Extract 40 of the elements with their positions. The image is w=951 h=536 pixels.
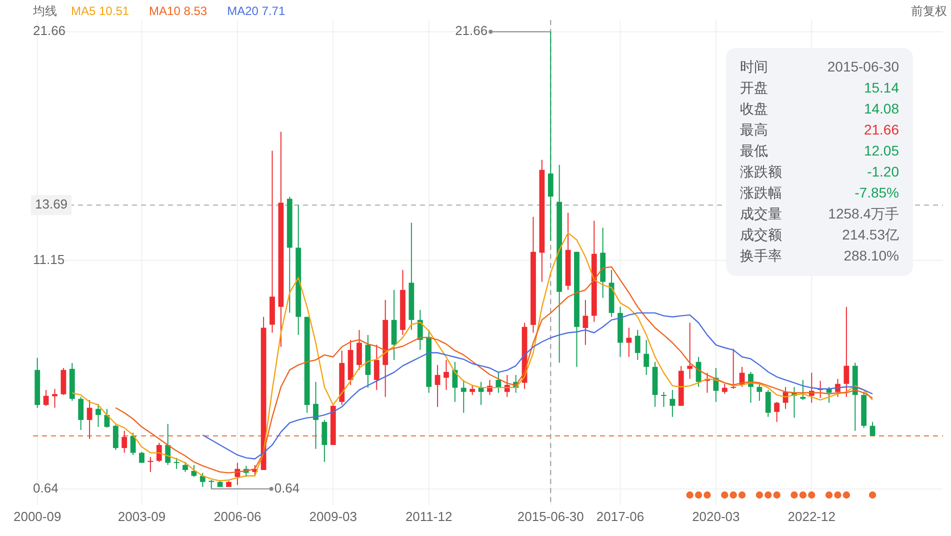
annotation: 收盘 (740, 100, 768, 117)
annotation: 2015-06-30 (827, 58, 900, 75)
annotation: 时间 (740, 58, 768, 75)
legend-title: 均线 (32, 4, 57, 18)
annotation: 15.14 (864, 80, 900, 96)
annotation: 开盘 (740, 80, 768, 96)
annotation: 12.05 (864, 142, 900, 159)
text: MA10 8.53 (149, 4, 208, 18)
y-tick-label: 0.64 (33, 480, 58, 496)
annotation: 14.08 (864, 100, 900, 117)
x-tick-label: 2020-03 (692, 509, 740, 524)
annotation: 214.53亿 (842, 226, 899, 243)
x-tick-label: 2003-09 (118, 509, 166, 524)
x-tick-label: 2000-09 (13, 509, 62, 524)
y-tick-label: 11.15 (33, 252, 65, 267)
y-tick-label: 21.66 (33, 23, 66, 38)
annotation: 最高 (740, 122, 768, 138)
x-tick-label: 2015-06-30 (517, 509, 584, 524)
annotation: 最低 (740, 142, 768, 159)
text: MA20 7.71 (227, 4, 286, 18)
annotation: 成交量 (740, 206, 782, 222)
annotation: 涨跌幅 (740, 184, 782, 201)
annotation: 0.64 (274, 480, 300, 496)
x-tick-label: 2006-06 (214, 509, 262, 524)
x-tick-label: 2011-12 (405, 509, 452, 524)
annotation: 1258.4万手 (828, 206, 899, 222)
annotation: -7.85% (854, 184, 899, 201)
annotation: 换手率 (740, 248, 782, 264)
annotation: 288.10% (844, 248, 899, 264)
text: 前复权 (911, 4, 947, 18)
annotation: -1.20 (867, 164, 900, 180)
annotation: 21.66 (455, 23, 488, 38)
x-tick-label: 2009-03 (309, 509, 358, 524)
x-tick-label: 2022-12 (788, 509, 836, 524)
annotation: 成交额 (740, 226, 782, 243)
x-tick-label: 2017-06 (596, 509, 644, 524)
text: MA5 10.51 (71, 4, 130, 18)
annotation: 涨跌额 (740, 164, 782, 180)
ref-line-label: 13.69 (35, 196, 68, 212)
annotation: 21.66 (864, 122, 900, 138)
